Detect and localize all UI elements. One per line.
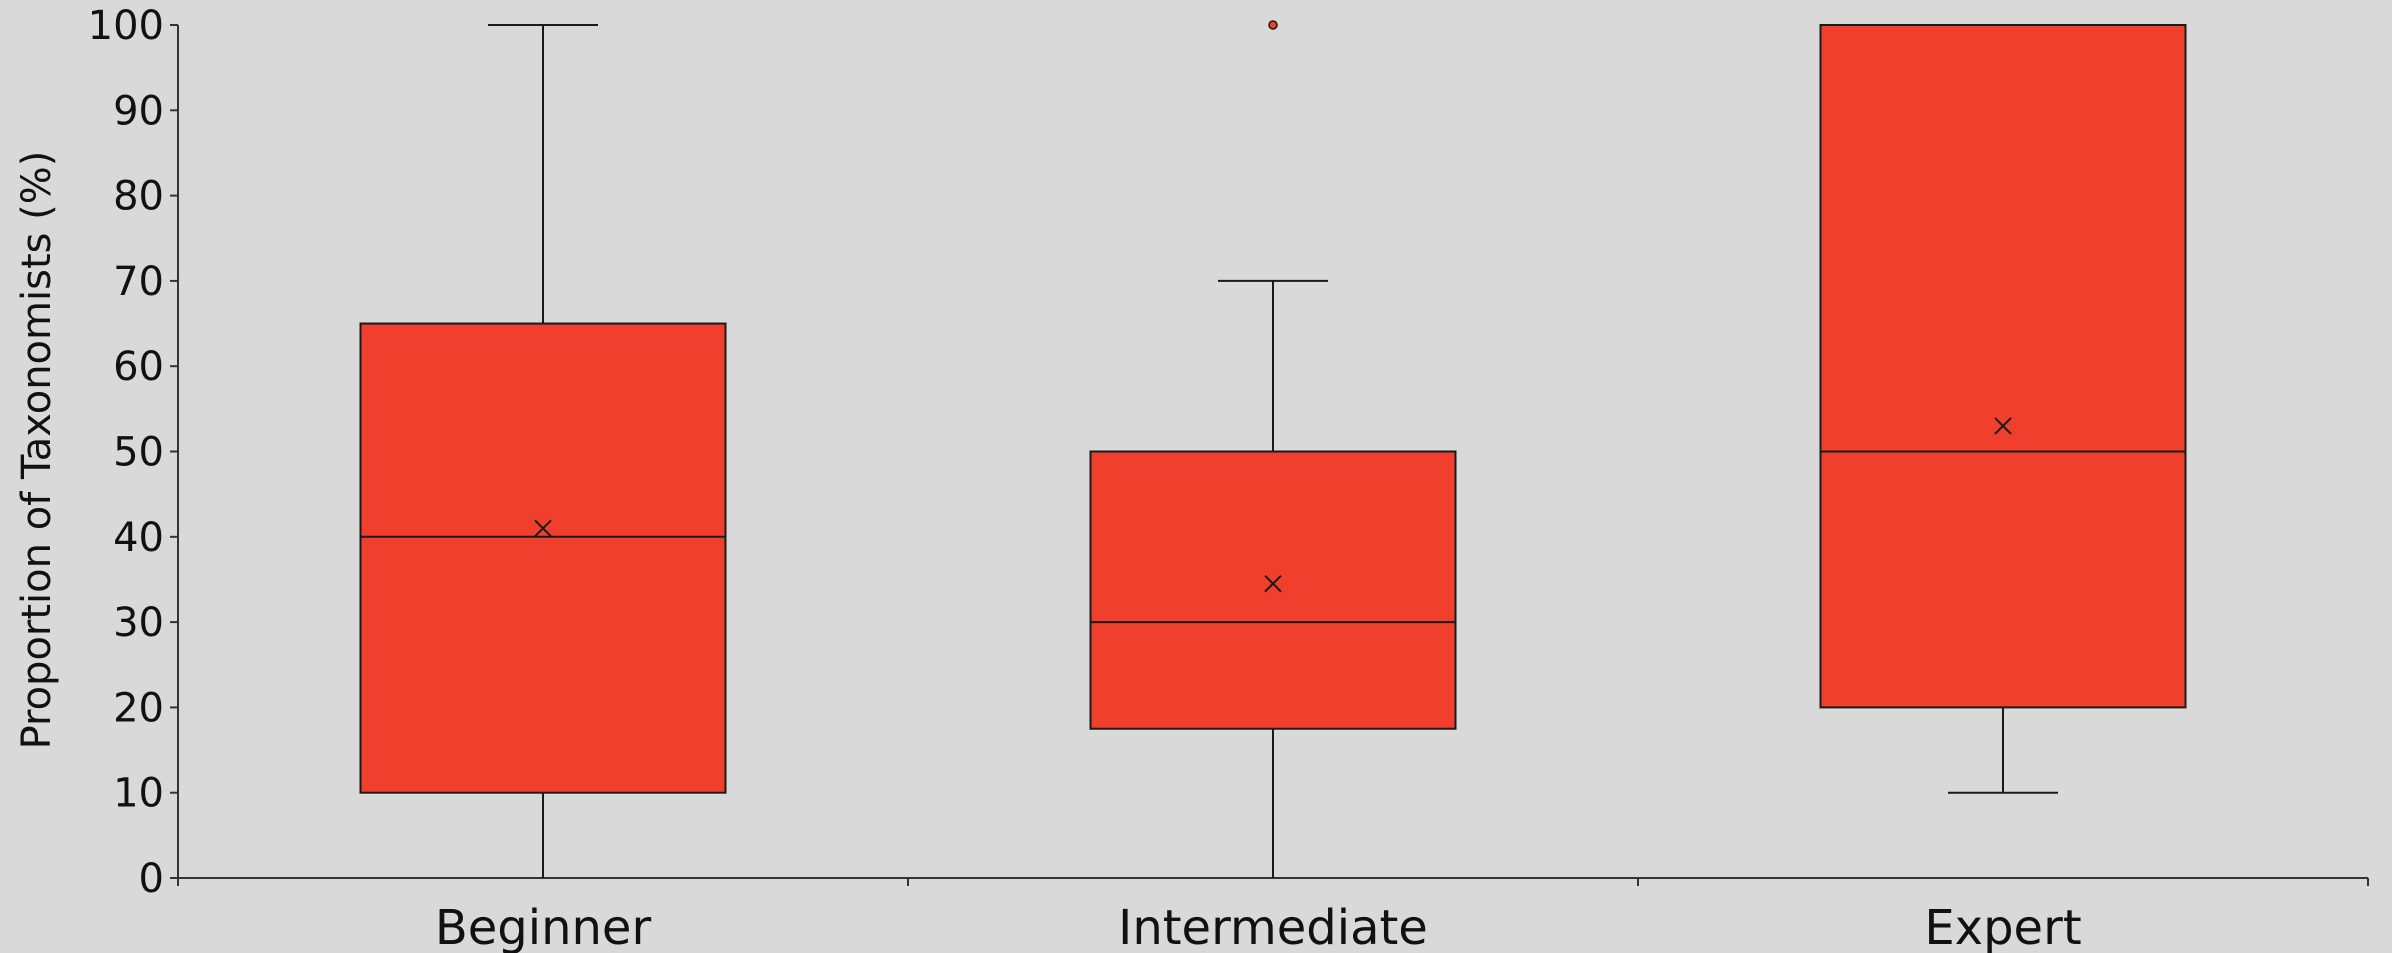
box-expert xyxy=(1819,24,2187,709)
y-tick-label: 30 xyxy=(113,600,164,646)
mean-marker-b xyxy=(534,519,552,537)
y-tick-label: 70 xyxy=(113,259,164,305)
y-tick-label: 90 xyxy=(113,88,164,134)
outlier-point xyxy=(1268,20,1278,30)
y-tick-label: 60 xyxy=(113,344,164,390)
box-beginner xyxy=(359,322,727,794)
y-tick-label: 100 xyxy=(88,3,164,49)
box-intermediate xyxy=(1089,450,1457,730)
y-axis-title: Proportion of Taxonomists (%) xyxy=(14,151,60,750)
x-category-label: Beginner xyxy=(435,900,652,953)
y-tick-label: 20 xyxy=(113,685,164,731)
y-tick-label: 80 xyxy=(113,174,164,220)
y-tick-label: 50 xyxy=(113,430,164,476)
mean-marker-b xyxy=(1994,417,2012,435)
y-axis-title-group: Proportion of Taxonomists (%) xyxy=(14,151,60,750)
y-tick-label: 40 xyxy=(113,515,164,561)
plot-area: 0 10 20 30 40 50 60 70 80 90 100 Beginner Intermedia… xyxy=(88,3,2369,953)
x-category-label: Intermediate xyxy=(1118,900,1428,953)
y-tick-label: 10 xyxy=(113,771,164,817)
mean-marker-b xyxy=(1264,575,1282,593)
y-tick-label: 0 xyxy=(139,856,164,902)
x-category-label: Expert xyxy=(1924,900,2081,953)
